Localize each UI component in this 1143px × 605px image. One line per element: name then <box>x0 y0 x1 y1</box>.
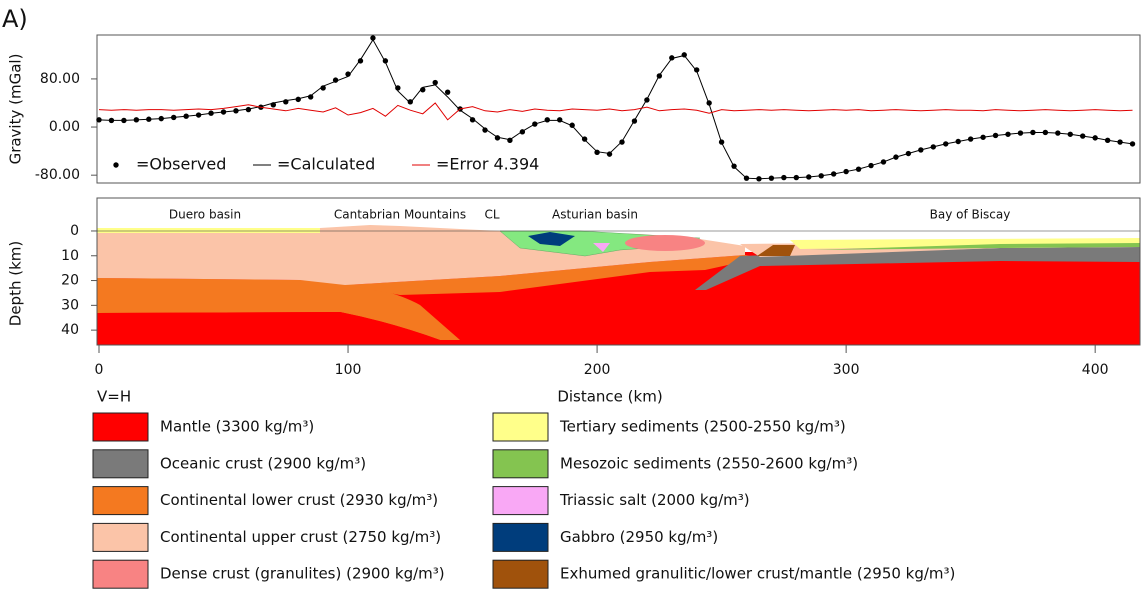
y-tick-label: 0 <box>70 223 79 239</box>
observed-point <box>544 117 550 123</box>
exhumed <box>757 245 795 256</box>
lower-crust <box>97 278 460 340</box>
cross-section <box>97 225 1140 345</box>
annotation: Bay of Biscay <box>930 208 1011 222</box>
observed-point <box>444 89 451 95</box>
observed-point <box>307 94 314 100</box>
scale-note: V=H <box>97 388 131 406</box>
y-tick-label: 80.00 <box>40 71 80 87</box>
oceanic-crust <box>695 247 1140 290</box>
legend-swatch <box>492 559 549 589</box>
legend-swatch <box>92 449 149 479</box>
observed-point <box>469 117 476 123</box>
legend-label: Mantle (3300 kg/m³) <box>160 418 314 436</box>
observed-point <box>681 52 687 58</box>
legend-swatch <box>92 522 149 552</box>
gravity-frame <box>96 34 1141 184</box>
legend-label: =Calculated <box>277 155 375 174</box>
observed-point <box>694 67 700 73</box>
observed-point <box>1129 141 1136 147</box>
salt <box>593 243 610 252</box>
legend-swatch <box>492 449 549 479</box>
lower-crust-east <box>345 255 760 295</box>
observed-point <box>569 122 575 128</box>
y-tick-label: 0.00 <box>49 119 80 135</box>
legend-label: Dense crust (granulites) (2900 kg/m³) <box>160 565 445 583</box>
legend-swatch <box>92 412 149 442</box>
legend-label: Continental upper crust (2750 kg/m³) <box>160 528 441 546</box>
x-tick-label: 400 <box>1082 362 1109 378</box>
x-tick-label: 0 <box>95 362 104 378</box>
legend-label: Oceanic crust (2900 kg/m³) <box>160 454 366 472</box>
y-axis-label: Gravity (mGal) <box>7 54 25 165</box>
annotation: CL <box>484 208 499 222</box>
legend-marker <box>113 162 119 168</box>
legend-label: Mesozoic sediments (2550-2600 kg/m³) <box>560 454 858 472</box>
legend-label: Triassic salt (2000 kg/m³) <box>559 491 750 509</box>
y-tick-label: -80.00 <box>35 167 80 183</box>
tertiary-west <box>97 228 320 233</box>
y-tick-label: 30 <box>61 297 79 313</box>
observed-point <box>432 79 438 86</box>
gabbro <box>528 232 575 246</box>
y-axis-label: Depth (km) <box>7 241 25 326</box>
observed-point <box>370 35 376 41</box>
series-line <box>98 38 1133 180</box>
observed-point <box>482 127 488 133</box>
series-line <box>98 102 1133 121</box>
x-tick-label: 200 <box>584 362 611 378</box>
legend-label: Continental lower crust (2930 kg/m³) <box>160 491 438 509</box>
annotation: Asturian basin <box>552 208 638 222</box>
observed-point <box>407 99 413 105</box>
legend-swatch <box>492 486 549 516</box>
mantle-lower <box>97 312 440 345</box>
annotation: Duero basin <box>169 208 241 222</box>
legend-swatch <box>492 412 549 442</box>
legend-swatch <box>92 559 149 589</box>
observed-point <box>669 55 675 61</box>
legend-label: Exhumed granulitic/lower crust/mantle (2… <box>560 565 955 583</box>
tertiary-east <box>790 238 1140 249</box>
x-tick-label: 100 <box>335 362 362 378</box>
dense-crust <box>625 235 705 251</box>
legend-label: =Error 4.394 <box>436 155 539 174</box>
section-frame <box>96 197 1141 346</box>
legend-swatch <box>492 522 549 552</box>
y-tick-label: 40 <box>61 322 79 338</box>
mesozoic-east <box>810 243 1140 250</box>
legend-swatch <box>92 486 149 516</box>
y-tick-label: 10 <box>61 248 79 264</box>
panel-label: A) <box>2 5 28 33</box>
annotation: Cantabrian Mountains <box>334 208 466 222</box>
legend-label: Tertiary sediments (2500-2550 kg/m³) <box>559 418 846 436</box>
x-tick-label: 300 <box>833 362 860 378</box>
x-axis-label: Distance (km) <box>557 388 662 406</box>
legend-label: =Observed <box>136 155 226 174</box>
legend-label: Gabbro (2950 kg/m³) <box>560 528 718 546</box>
y-tick-label: 20 <box>61 273 79 289</box>
